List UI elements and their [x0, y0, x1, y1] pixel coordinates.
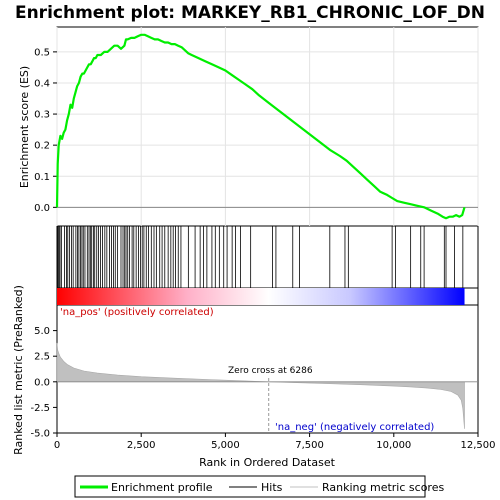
metric-y-tick-label: 2.5 — [34, 352, 50, 363]
hits-marks — [56, 226, 464, 288]
ranking-heat-bar — [57, 288, 465, 305]
ranking-metric-area — [56, 342, 478, 429]
es-y-axis: 0.0 0.1 0.2 0.3 0.4 0.5 — [34, 47, 57, 214]
legend-entry-metric: Ranking metric scores — [322, 481, 444, 494]
x-tick-label: 10,000 — [376, 440, 411, 451]
positive-region-label: 'na_pos' (positively correlated) — [60, 307, 214, 318]
legend-entry-enrichment: Enrichment profile — [111, 481, 213, 494]
ranking-metric-series — [56, 342, 465, 429]
x-tick-label: 5,000 — [211, 440, 240, 451]
x-tick-label: 7,500 — [295, 440, 324, 451]
x-tick-label: 2,500 — [127, 440, 156, 451]
x-axis: 0 2,500 5,000 7,500 10,000 12,500 — [54, 433, 496, 451]
x-tick-label: 0 — [54, 440, 60, 451]
es-y-tick-label: 0.1 — [34, 172, 50, 183]
metric-y-axis-label: Ranked list metric (PreRanked) — [12, 285, 25, 455]
metric-y-tick-label: -5.0 — [30, 429, 50, 440]
metric-y-tick-label: 0.0 — [34, 377, 50, 388]
es-y-tick-label: 0.3 — [34, 110, 50, 121]
metric-y-tick-label: -2.5 — [30, 403, 50, 414]
hits-panel-frame — [56, 225, 479, 289]
es-y-tick-label: 0.5 — [34, 47, 50, 58]
negative-region-label: 'na_neg' (negatively correlated) — [275, 422, 434, 433]
enrichment-profile-series — [55, 33, 466, 220]
enrichment-profile-line — [55, 33, 466, 220]
metric-y-tick-label: 5.0 — [34, 326, 50, 337]
heat-bar-fill — [57, 288, 465, 305]
x-axis-label: Rank in Ordered Dataset — [199, 456, 336, 469]
es-panel-frame — [56, 26, 479, 227]
es-y-tick-label: 0.2 — [34, 141, 50, 152]
es-y-tick-label: 0.0 — [34, 203, 50, 214]
zero-cross-label: Zero cross at 6286 — [228, 366, 313, 376]
es-y-tick-label: 0.4 — [34, 78, 50, 89]
metric-y-axis: 5.0 2.5 0.0 -2.5 -5.0 — [30, 326, 57, 440]
chart-title: Enrichment plot: MARKEY_RB1_CHRONIC_LOF_… — [15, 3, 485, 23]
es-y-axis-label: Enrichment score (ES) — [18, 66, 31, 188]
es-panel-gridlines — [56, 27, 479, 226]
x-tick-label: 12,500 — [461, 440, 496, 451]
legend-entry-hits: Hits — [261, 481, 283, 494]
